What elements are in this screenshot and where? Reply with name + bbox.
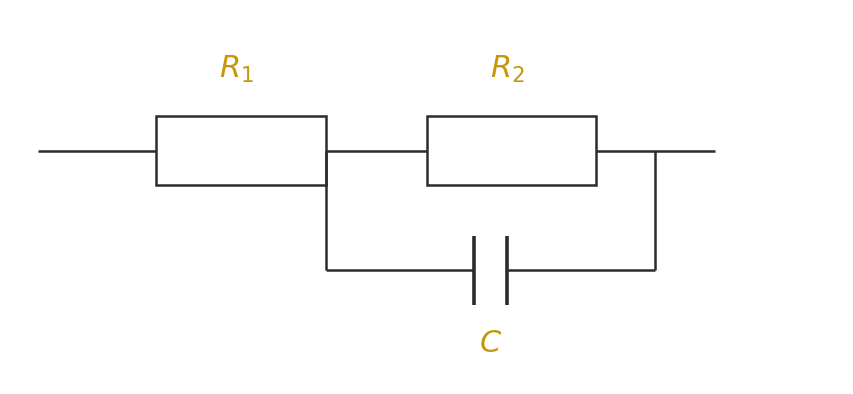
Text: $R_1$: $R_1$	[219, 54, 254, 85]
Text: $C$: $C$	[479, 328, 502, 359]
Bar	[426, 116, 595, 186]
Bar	[156, 116, 325, 186]
Text: $R_2$: $R_2$	[490, 54, 524, 85]
